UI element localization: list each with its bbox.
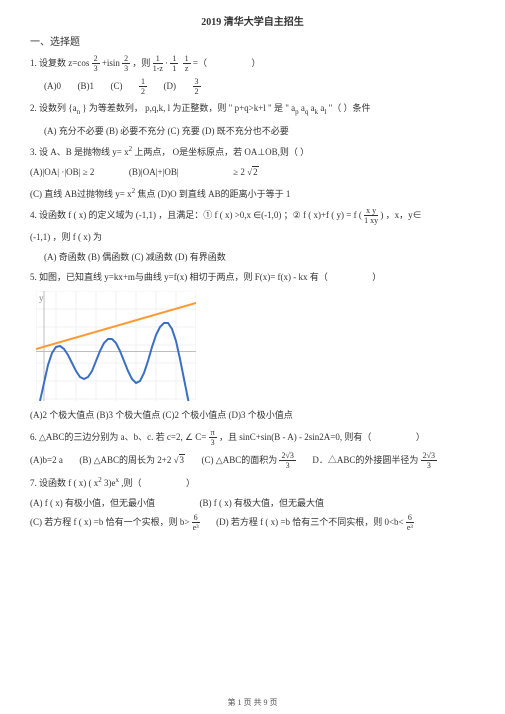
q3-opt-b-r: ≥ 2 bbox=[233, 167, 245, 177]
q1-text: +isin bbox=[102, 58, 122, 68]
q6-opt-c: (C) △ABC的面积为 bbox=[202, 455, 278, 465]
q1-opt-b: (B)1 bbox=[78, 81, 95, 91]
q3-opt-c-r: 焦点 (D)O 到直线 AB的距离小于等于 1 bbox=[137, 189, 290, 199]
q5-options: (A)2 个极大值点 (B)3 个极大值点 (C)2 个极小值点 (D)3 个极… bbox=[30, 408, 475, 423]
q7-opt-c: (C) 若方程 f ( x) =b 恰有一个实根，则 b> bbox=[30, 517, 189, 527]
q2-text: "（ ）条件 bbox=[329, 103, 371, 113]
q7-opt-a: (A) f ( x) 有极小值，但无最小值 bbox=[30, 498, 155, 508]
q3-opts-row2: (C) 直线 AB过抛物线 y= x2 焦点 (D)O 到直线 AB的距离小于等… bbox=[30, 186, 475, 202]
q7-frac-c: 6e³ bbox=[192, 514, 200, 532]
q2-sub: n bbox=[77, 108, 81, 116]
q7-text: 7. 设函数 f ( x) ( x bbox=[30, 478, 98, 488]
q1-opt-c: (C) bbox=[111, 81, 123, 91]
q6-text: ） bbox=[416, 432, 425, 442]
page-title: 2019 清华大学自主招生 bbox=[30, 16, 475, 30]
q3-sup: 2 bbox=[132, 187, 136, 195]
q7-opts-row1: (A) f ( x) 有极小值，但无最小值 (B) f ( x) 有极大值，但无… bbox=[30, 496, 475, 511]
q3-opt-a: (A)|OA| ·|OB| ≥ 2 bbox=[30, 167, 94, 177]
q7-frac-d: 6e³ bbox=[406, 514, 414, 532]
q1-frac-d: 32 bbox=[193, 78, 201, 96]
q2-sub: k bbox=[315, 108, 319, 116]
section-heading: 一、选择题 bbox=[30, 36, 475, 50]
q1-frac2: 23 bbox=[122, 55, 130, 73]
q1-frac-c: 12 bbox=[139, 78, 147, 96]
q1-text: ，则 bbox=[132, 58, 152, 68]
q7-text: ,则（ bbox=[121, 478, 141, 488]
question-7: 7. 设函数 f ( x) ( x2 3)ex ,则（ ） bbox=[30, 475, 475, 491]
q3-opt-b: (B)|OA|+|OB| bbox=[129, 167, 179, 177]
q3-text: 3. 设 A、B 是抛物线 y= x bbox=[30, 147, 129, 157]
q6-text: 6. △ABC的三边分别为 a、b、c. 若 c=2, ∠ C= bbox=[30, 432, 206, 442]
q7-sup: x bbox=[116, 476, 120, 484]
q5-text: 5. 如图，已知直线 y=kx+m与曲线 y=f(x) 相切于两点，则 F(x)… bbox=[30, 272, 328, 282]
q1-text: =（ bbox=[193, 58, 207, 68]
q1-text: ） bbox=[251, 58, 260, 68]
q1-opt-a: (A)0 bbox=[44, 81, 61, 91]
page-footer: 第 1 页 共 9 页 bbox=[0, 697, 505, 708]
q7-opt-d: (D) 若方程 f ( x) =b 恰有三个不同实根，则 0<b< bbox=[216, 517, 403, 527]
q1-opt-d: (D) bbox=[164, 81, 177, 91]
chart-svg: y bbox=[36, 291, 196, 401]
question-6: 6. △ABC的三边分别为 a、b、c. 若 c=2, ∠ C= π3 ，且 s… bbox=[30, 429, 475, 447]
q1-text: 1. 设复数 z=cos bbox=[30, 58, 89, 68]
q1-frac4a: 11 bbox=[170, 55, 178, 73]
q3-text: 上两点， O是坐标原点，若 OA⊥OB,则（ ） bbox=[134, 147, 309, 157]
q7-text: ） bbox=[186, 478, 195, 488]
question-1: 1. 设复数 z=cos 23 +isin 23 ，则 11-z · 11 1z… bbox=[30, 55, 475, 73]
q4-text: 4. 设函数 f ( x) 的定义域为 (-1,1) ，且满足：① f ( x)… bbox=[30, 210, 362, 220]
question-4: 4. 设函数 f ( x) 的定义域为 (-1,1) ，且满足：① f ( x)… bbox=[30, 207, 475, 225]
q6-opt-b: (B) △ABC的周长为 2+2 bbox=[79, 455, 171, 465]
q6-opt-d: D．△ABC的外接圆半径为 bbox=[312, 455, 418, 465]
q7-sup: 2 bbox=[98, 476, 102, 484]
q6-frac: π3 bbox=[209, 429, 217, 447]
q6-options: (A)b=2 a (B) △ABC的周长为 2+2 3 (C) △ABC的面积为… bbox=[30, 452, 475, 470]
q4-frac: x y1 xy bbox=[364, 207, 378, 225]
q7-opt-b: (B) f ( x) 有极大值，但无最大值 bbox=[200, 498, 325, 508]
q3-opt-c: (C) 直线 AB过抛物线 y= x bbox=[30, 189, 132, 199]
q1-frac3: 11-z bbox=[153, 55, 163, 73]
q1-frac1: 23 bbox=[92, 55, 100, 73]
question-2: 2. 设数列 {an } 为等差数列， p,q,k, l 为正整数，则 " p+… bbox=[30, 101, 475, 119]
q5-chart: y bbox=[36, 291, 475, 405]
question-3: 3. 设 A、B 是抛物线 y= x2 上两点， O是坐标原点，若 OA⊥OB,… bbox=[30, 144, 475, 160]
q4-line2: (-1,1) ，则 f ( x) 为 bbox=[30, 230, 475, 245]
q2-sub: p bbox=[295, 108, 299, 116]
q2-text: 2. 设数列 {a bbox=[30, 103, 77, 113]
q7-opts-row2: (C) 若方程 f ( x) =b 恰有一个实根，则 b> 6e³ (D) 若方… bbox=[30, 514, 475, 532]
q4-options: (A) 奇函数 (B) 偶函数 (C) 减函数 (D) 有界函数 bbox=[44, 250, 475, 265]
q6-frac-d: 2√33 bbox=[421, 452, 437, 470]
q6-text: ，且 sinC+sin(B - A) - 2sin2A=0, 则有（ bbox=[219, 432, 371, 442]
q3-opts-row1: (A)|OA| ·|OB| ≥ 2 (B)|OA|+|OB| ≥ 2 2 bbox=[30, 165, 475, 180]
svg-text:y: y bbox=[39, 293, 44, 303]
question-5: 5. 如图，已知直线 y=kx+m与曲线 y=f(x) 相切于两点，则 F(x)… bbox=[30, 270, 475, 285]
q2-text: } 为等差数列， p,q,k, l 为正整数，则 " p+q>k+l " 是 "… bbox=[82, 103, 295, 113]
q4-text: ) ，x，y∈ bbox=[380, 210, 421, 220]
q2-sub: l bbox=[324, 108, 326, 116]
sqrt-icon: 3 bbox=[174, 453, 185, 468]
q1-options: (A)0 (B)1 (C) 12 (D) 32 bbox=[44, 78, 475, 96]
sqrt-icon: 2 bbox=[247, 165, 258, 180]
q2-options: (A) 充分不必要 (B) 必要不充分 (C) 充要 (D) 既不充分也不必要 bbox=[44, 124, 475, 139]
q5-text: ） bbox=[372, 272, 381, 282]
q1-frac4b: 1z bbox=[183, 55, 191, 73]
q7-text: 3)e bbox=[104, 478, 116, 488]
q3-sup: 2 bbox=[129, 145, 133, 153]
q6-opt-a: (A)b=2 a bbox=[30, 455, 63, 465]
q6-frac-c: 2√33 bbox=[279, 452, 295, 470]
q2-sub: q bbox=[305, 108, 309, 116]
